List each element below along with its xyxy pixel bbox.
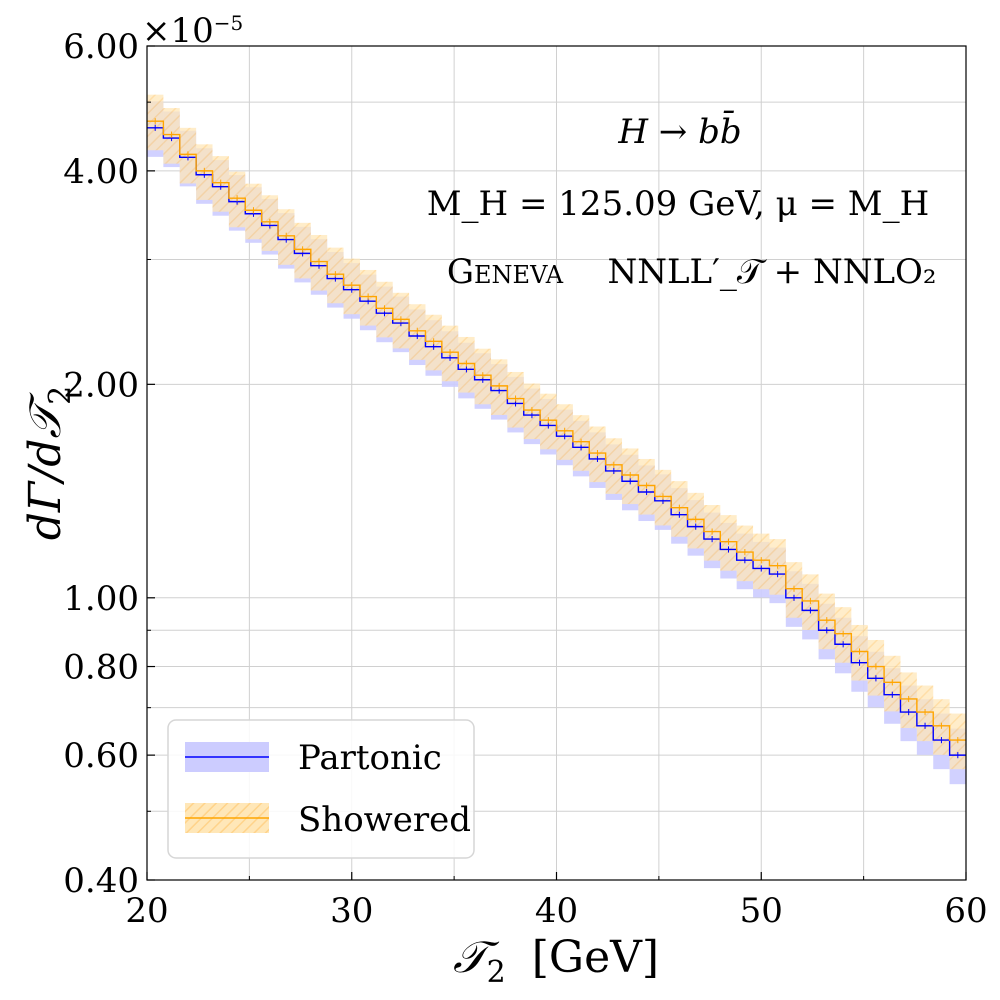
y-tick-label: 4.00 [63,152,139,192]
annotation-params: M_H = 125.09 GeV, μ = M_H [427,184,930,224]
legend-entry-partonic: Partonic [185,738,442,778]
y-tick-label: 0.40 [63,861,139,901]
legend-label-showered: Showered [298,800,471,840]
y-multiplier-exponent: −5 [214,11,243,35]
y-axis-label: dΓ/d𝒯2 [20,386,78,540]
annotation-accuracy: NNLL′_𝒯 + NNLO₂ [607,252,936,292]
x-axis-label-subscript: 2 [487,955,506,990]
x-tick-label: 40 [535,891,578,931]
y-axis-label-subscript: 2 [43,386,78,405]
x-tick-label: 60 [944,891,987,931]
y-tick-label: 2.00 [63,365,139,405]
x-tick-label: 50 [740,891,783,931]
y-tick-label: 0.60 [63,736,139,776]
legend-label-partonic: Partonic [298,738,442,778]
y-multiplier: ×10−5 [142,11,243,51]
x-axis-label: 𝒯2 [GeV] [453,932,659,990]
y-tick-label: 6.00 [63,27,139,67]
y-tick-label: 0.80 [63,648,139,688]
x-axis-label-unit: [GeV] [532,932,659,983]
legend: Partonic Showered [167,719,475,859]
x-tick-label: 20 [125,891,168,931]
ticks: 0.40 0.60 0.80 1.00 2.00 4.00 6.00 20 30 40 50 60 [63,27,987,931]
x-tick-label: 30 [330,891,373,931]
y-tick-label: 1.00 [63,579,139,619]
legend-entry-showered: Showered [185,800,471,840]
series-lines [147,118,966,759]
annotation-generator: Geneva [447,252,564,292]
annotation-process: H → bb̄ [617,110,741,152]
